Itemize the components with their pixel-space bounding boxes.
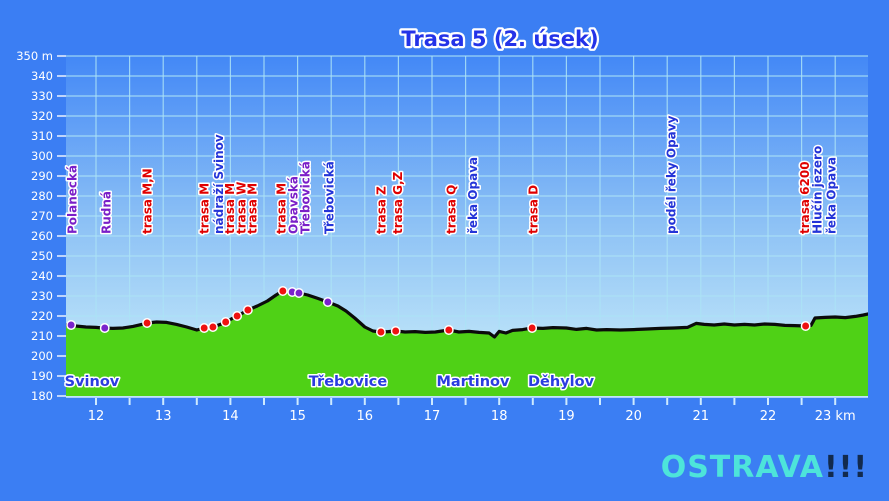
route-markers bbox=[66, 286, 811, 337]
route-marker-red bbox=[220, 317, 231, 327]
route-marker-red bbox=[800, 321, 811, 331]
route-marker-red bbox=[390, 326, 401, 336]
route-marker-red bbox=[242, 305, 253, 315]
y-tick-label: 260 bbox=[31, 229, 53, 243]
y-tick-label: 340 bbox=[31, 69, 53, 83]
chart-title: Trasa 5 (2. úsek) bbox=[401, 27, 598, 51]
y-tick-label: 330 bbox=[31, 89, 53, 103]
route-marker-red bbox=[443, 325, 454, 335]
waypoint-label: Polanecká bbox=[65, 165, 79, 234]
x-tick-label: 18 bbox=[491, 409, 508, 424]
elevation-area bbox=[66, 291, 868, 396]
waypoint-label: Hlučín jezero bbox=[811, 146, 825, 234]
x-tick-label: 15 bbox=[289, 409, 306, 424]
x-tick-label: 23 km bbox=[815, 409, 856, 424]
waypoint-label: podél řeky Opavy bbox=[665, 115, 679, 234]
route-marker-red bbox=[375, 327, 386, 337]
y-tick-label: 180 bbox=[31, 389, 53, 403]
ostrava-logo-marks: !!! bbox=[824, 450, 868, 485]
route-marker-red bbox=[527, 323, 538, 333]
waypoint-label: řeka Opava bbox=[825, 157, 839, 234]
x-tick-label: 13 bbox=[155, 409, 172, 424]
y-tick-label: 320 bbox=[31, 109, 53, 123]
waypoint-label: trasa M bbox=[274, 183, 288, 234]
route-marker-red bbox=[277, 286, 288, 296]
x-tick-label: 20 bbox=[625, 409, 642, 424]
ostrava-logo: OSTRAVA!!! bbox=[661, 450, 868, 485]
ostrava-logo-text: OSTRAVA bbox=[661, 450, 824, 485]
x-tick-label: 19 bbox=[558, 409, 575, 424]
y-tick-label: 240 bbox=[31, 269, 53, 283]
x-tick-label: 21 bbox=[693, 409, 710, 424]
x-tick-label: 12 bbox=[88, 409, 105, 424]
waypoint-label: Třebovická bbox=[298, 161, 312, 234]
y-tick-label: 350 m bbox=[16, 49, 53, 63]
x-tick-label: 17 bbox=[424, 409, 441, 424]
y-tick-label: 250 bbox=[31, 249, 53, 263]
y-tick-label: 310 bbox=[31, 129, 53, 143]
waypoint-label: Opavská bbox=[286, 176, 300, 234]
waypoint-label: trasa M,N bbox=[141, 168, 155, 234]
waypoint-label: trasa M bbox=[223, 183, 237, 234]
route-marker-red bbox=[207, 322, 218, 332]
route-marker-purple bbox=[66, 320, 77, 330]
waypoint-label: trasa Q bbox=[444, 185, 458, 234]
y-tick-label: 300 bbox=[31, 149, 53, 163]
y-tick-label: 220 bbox=[31, 309, 53, 323]
y-tick-label: 270 bbox=[31, 209, 53, 223]
route-marker-red bbox=[199, 323, 210, 333]
y-tick-label: 290 bbox=[31, 169, 53, 183]
waypoint-label: trasa G,Z bbox=[391, 171, 405, 234]
waypoint-label: nádraží Svinov bbox=[212, 134, 226, 234]
y-axis: 180 190 200 210 220 230 240 250 260 270 280 290 300 3… bbox=[16, 49, 66, 403]
route-marker-purple bbox=[293, 288, 304, 298]
x-tick-label: 16 bbox=[357, 409, 374, 424]
waypoint-label: řeka Opava bbox=[466, 157, 480, 234]
waypoint-label: trasa 6200 bbox=[798, 161, 812, 234]
place-labels: Svinov Třebovice Martinov Děhylov bbox=[63, 373, 596, 392]
place-label: Děhylov bbox=[528, 374, 595, 390]
place-label: Třebovice bbox=[309, 374, 388, 390]
waypoint-label: trasa M bbox=[198, 183, 212, 234]
waypoint-label: trasa Z bbox=[374, 186, 388, 234]
y-tick-label: 210 bbox=[31, 329, 53, 343]
waypoint-label: trasa D bbox=[526, 185, 540, 234]
y-tick-label: 280 bbox=[31, 189, 53, 203]
x-tick-label: 22 bbox=[760, 409, 777, 424]
x-axis: 12 13 14 15 16 17 18 19 20 21 22 23 km bbox=[66, 396, 868, 424]
place-label: Svinov bbox=[65, 374, 120, 390]
waypoint-label: Rudná bbox=[100, 191, 114, 234]
route-marker-red bbox=[142, 318, 153, 328]
waypoint-label: trasa M bbox=[245, 183, 259, 234]
x-tick-label: 14 bbox=[222, 409, 239, 424]
y-tick-label: 190 bbox=[31, 369, 53, 383]
route-marker-red bbox=[232, 311, 243, 321]
waypoint-label: Třebovická bbox=[323, 161, 337, 234]
waypoint-label: trasa W bbox=[235, 182, 249, 234]
y-tick-label: 200 bbox=[31, 349, 53, 363]
route-marker-purple bbox=[99, 323, 110, 333]
place-label: Martinov bbox=[436, 374, 510, 390]
y-tick-label: 230 bbox=[31, 289, 53, 303]
route-marker-purple bbox=[322, 297, 333, 307]
